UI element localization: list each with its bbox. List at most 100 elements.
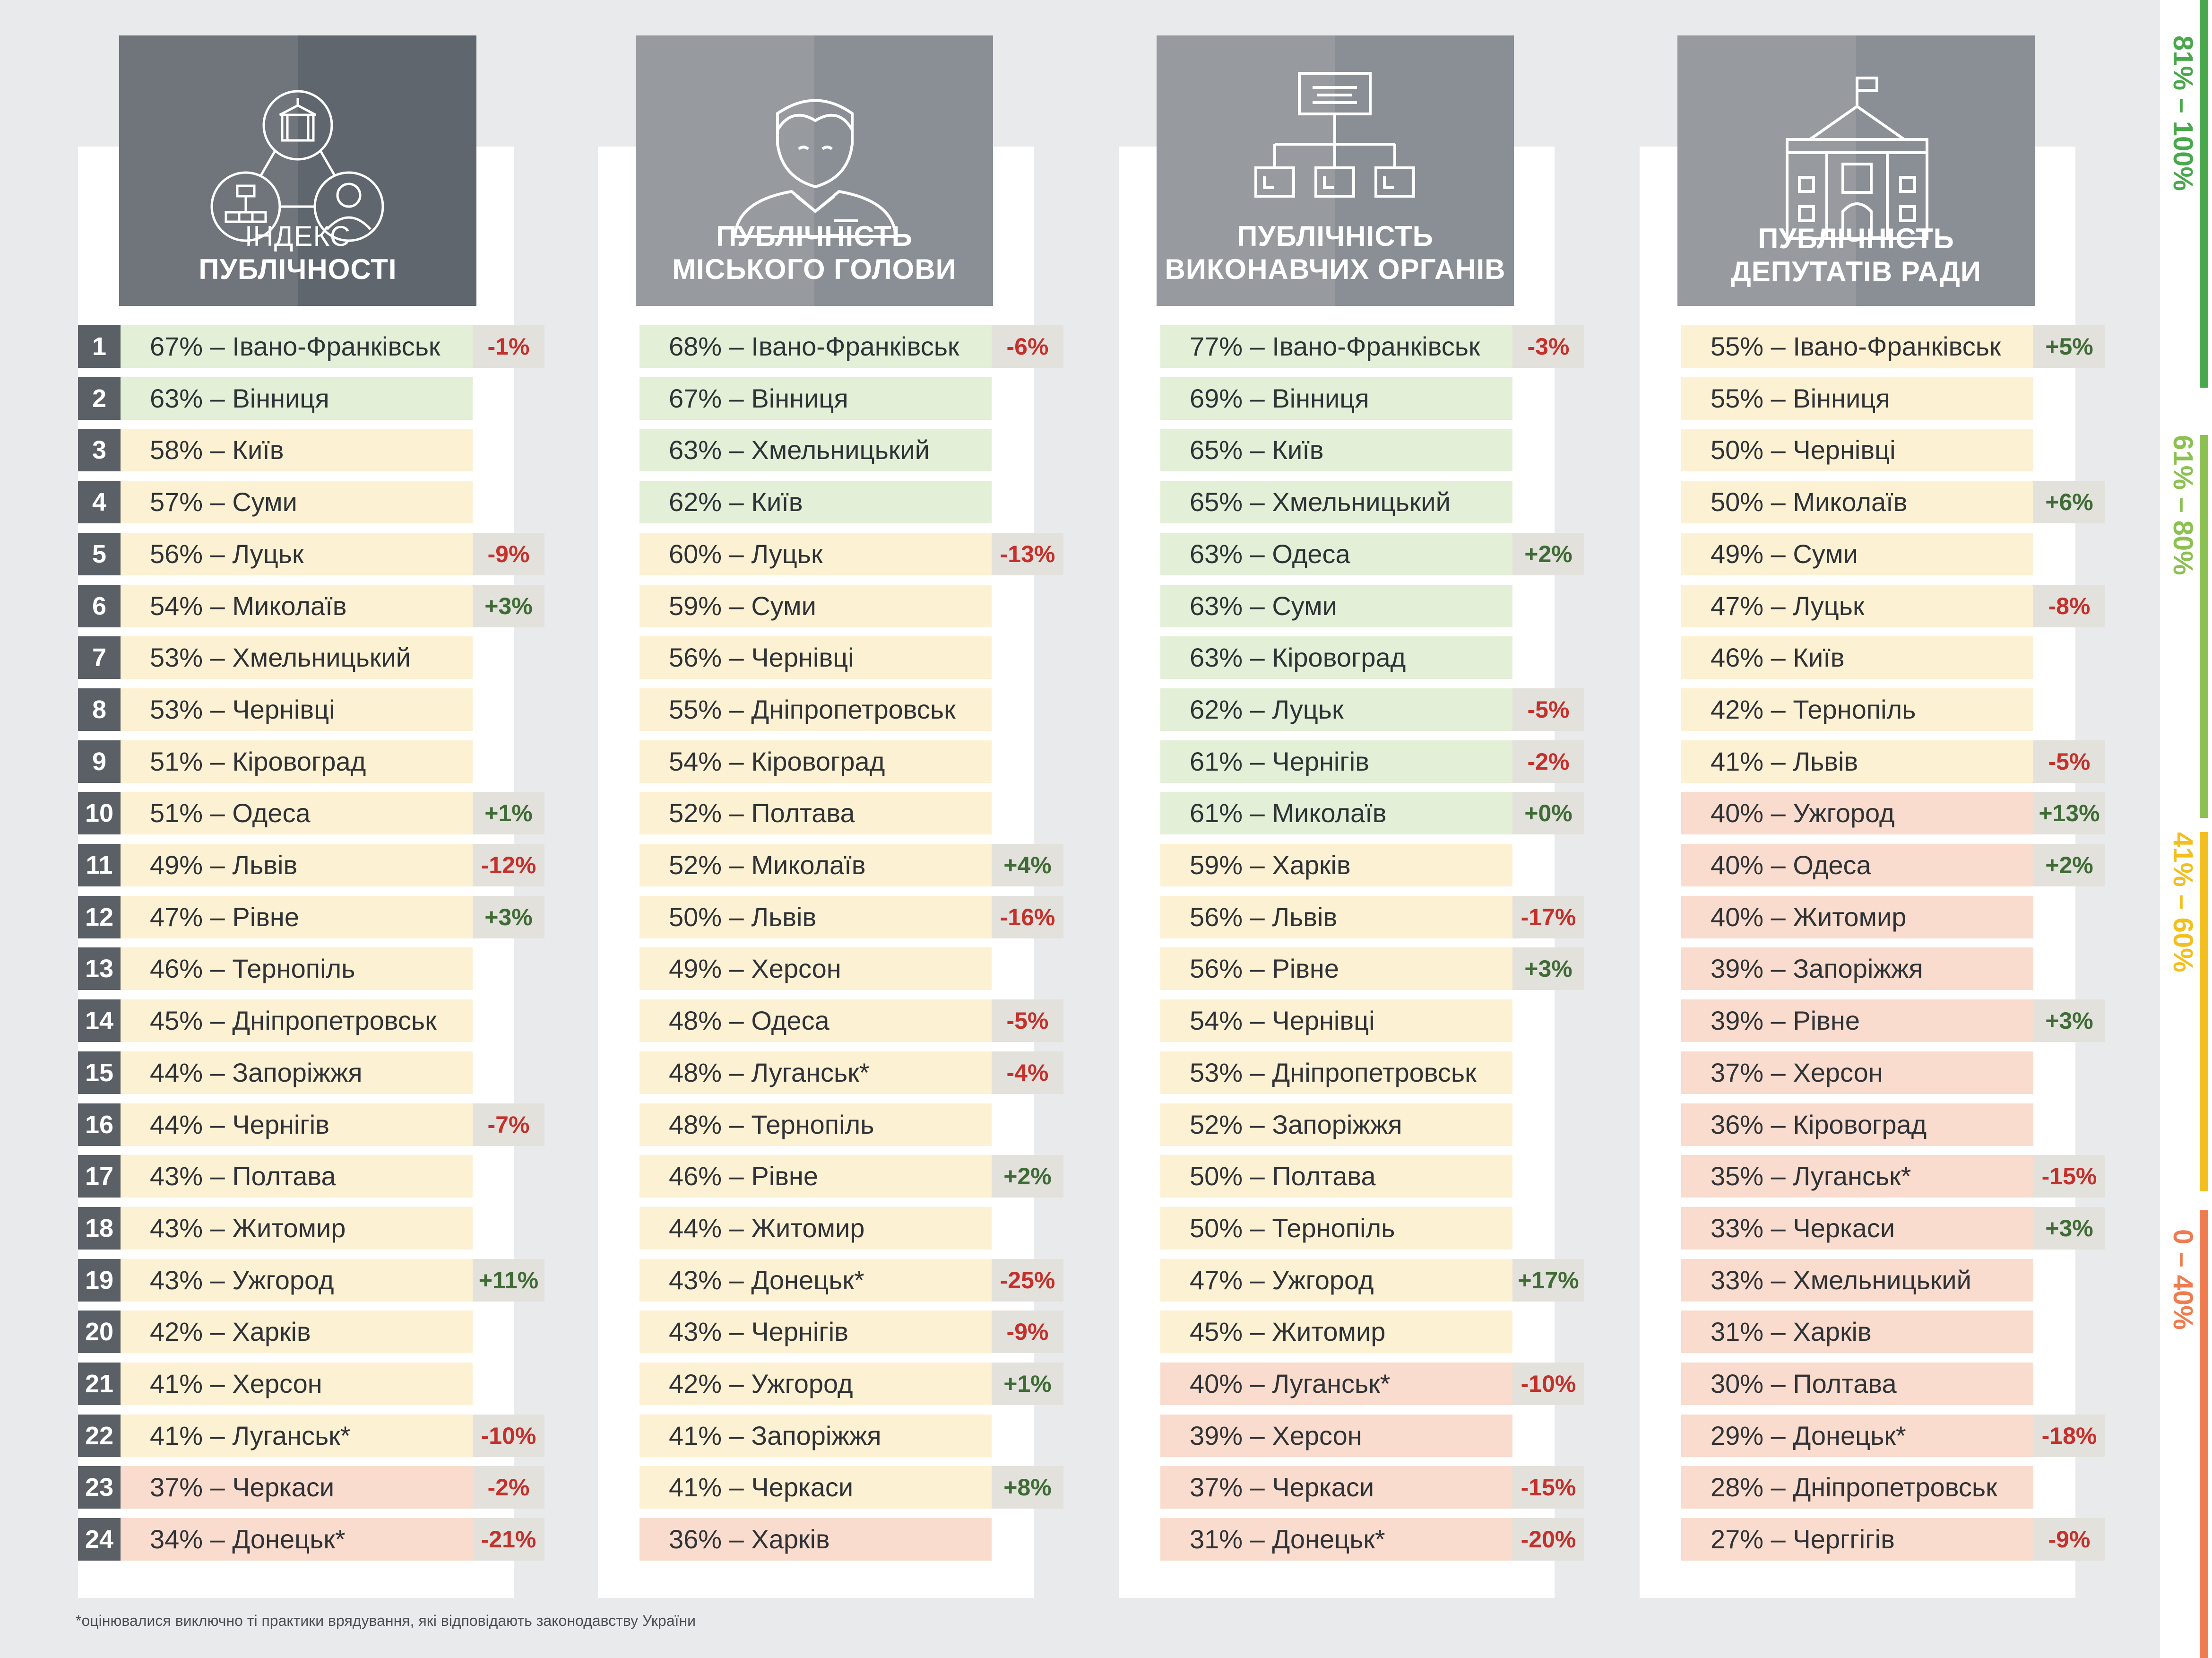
city-score: 63% – Одеса: [1160, 532, 1512, 575]
table-row: 6 54% – Миколаїв +3%: [78, 584, 546, 627]
city-score: 55% – Івано-Франківськ: [1681, 325, 2033, 368]
city-score: 40% – Ужгород: [1681, 792, 2033, 835]
table-row: 48% – Тернопіль: [639, 1103, 1107, 1146]
change-badge: -2%: [1512, 740, 1584, 783]
change-badge: -9%: [992, 1311, 1063, 1354]
table-row: 39% – Херсон: [1160, 1414, 1628, 1457]
column-header: ПУБЛІЧНІСТЬ ВИКОНАВЧИХ ОРГАНІВ: [1157, 35, 1514, 306]
city-score: 41% – Луганськ*: [121, 1414, 473, 1457]
city-score: 53% – Дніпропетровськ: [1160, 1051, 1512, 1094]
council-building-icon: [1786, 77, 1928, 240]
table-row: 18 43% – Житомир: [78, 1207, 546, 1250]
column-header: ПУБЛІЧНІСТЬ ДЕПУТАТІВ РАДИ: [1677, 35, 2035, 306]
org-chart-icon: [1254, 72, 1415, 198]
city-score: 52% – Полтава: [639, 792, 992, 835]
city-score: 49% – Херсон: [639, 947, 992, 990]
column-title-line2: ДЕПУТАТІВ РАДИ: [1731, 256, 1981, 287]
table-row: 30% – Полтава: [1681, 1363, 2149, 1405]
table-row: 68% – Івано-Франківськ -6%: [639, 325, 1107, 368]
table-row: 43% – Донецьк* -25%: [639, 1259, 1107, 1302]
table-row: 5 56% – Луцьк -9%: [78, 532, 546, 575]
city-score: 49% – Суми: [1681, 532, 2033, 575]
legend-bar: [2200, 435, 2208, 818]
city-score: 68% – Івано-Франківськ: [639, 325, 992, 368]
city-score: 28% – Дніпропетровськ: [1681, 1466, 2033, 1509]
city-score: 29% – Донецьк*: [1681, 1414, 2033, 1457]
table-row: 10 51% – Одеса +1%: [78, 792, 546, 835]
table-row: 63% – Кіровоград: [1160, 636, 1628, 679]
change-badge: +0%: [1512, 792, 1584, 835]
table-row: 63% – Одеса +2%: [1160, 532, 1628, 575]
table-row: 52% – Полтава: [639, 792, 1107, 835]
legend-label: 81% – 100%: [2168, 35, 2198, 191]
rank-number: 22: [78, 1414, 121, 1457]
city-score: 50% – Миколаїв: [1681, 481, 2033, 524]
change-badge: +3%: [2033, 1207, 2105, 1250]
city-score: 53% – Чернівці: [121, 688, 473, 731]
change-badge: -6%: [992, 325, 1063, 368]
table-row: 8 53% – Чернівці: [78, 688, 546, 731]
table-row: 42% – Тернопіль: [1681, 688, 2149, 731]
table-row: 16 44% – Чернігів -7%: [78, 1103, 546, 1146]
table-row: 4 57% – Суми: [78, 481, 546, 524]
change-badge: -16%: [992, 895, 1063, 938]
rank-number: 4: [78, 481, 121, 524]
table-row: 55% – Дніпропетровськ: [639, 688, 1107, 731]
city-score: 62% – Київ: [639, 481, 992, 524]
table-row: 12 47% – Рівне +3%: [78, 895, 546, 938]
rank-number: 17: [78, 1155, 121, 1198]
city-score: 27% – Черггігів: [1681, 1518, 2033, 1561]
city-score: 37% – Херсон: [1681, 1051, 2033, 1094]
table-row: 28% – Дніпропетровськ: [1681, 1466, 2149, 1509]
change-badge: +2%: [1512, 532, 1584, 575]
table-row: 52% – Запоріжжя: [1160, 1103, 1628, 1146]
change-badge: -13%: [992, 532, 1063, 575]
city-score: 59% – Суми: [639, 584, 992, 627]
table-row: 56% – Чернівці: [639, 636, 1107, 679]
change-badge: -12%: [473, 844, 544, 886]
table-row: 47% – Ужгород +17%: [1160, 1259, 1628, 1302]
change-badge: -21%: [473, 1518, 544, 1561]
table-row: 50% – Львів -16%: [639, 895, 1107, 938]
city-score: 50% – Тернопіль: [1160, 1207, 1512, 1250]
table-row: 61% – Миколаїв +0%: [1160, 792, 1628, 835]
city-score: 43% – Чернігів: [639, 1311, 992, 1354]
city-score: 40% – Одеса: [1681, 844, 2033, 886]
city-score: 36% – Харків: [639, 1518, 992, 1561]
table-row: 27% – Черггігів -9%: [1681, 1518, 2149, 1561]
table-row: 13 46% – Тернопіль: [78, 947, 546, 990]
table-row: 2 63% – Вінниця: [78, 377, 546, 420]
legend-label: 61% – 80%: [2168, 435, 2198, 575]
table-row: 19 43% – Ужгород +11%: [78, 1259, 546, 1302]
city-score: 31% – Донецьк*: [1160, 1518, 1512, 1561]
city-score: 46% – Київ: [1681, 636, 2033, 679]
table-row: 67% – Вінниця: [639, 377, 1107, 420]
city-score: 50% – Львів: [639, 895, 992, 938]
column-title-line2: ВИКОНАВЧИХ ОРГАНІВ: [1165, 253, 1506, 285]
city-score: 42% – Ужгород: [639, 1363, 992, 1405]
table-row: 54% – Кіровоград: [639, 740, 1107, 783]
table-row: 53% – Дніпропетровськ: [1160, 1051, 1628, 1094]
column-header: ПУБЛІЧНІСТЬ МІСЬКОГО ГОЛОВИ: [636, 35, 993, 306]
city-score: 43% – Житомир: [121, 1207, 473, 1250]
city-score: 51% – Кіровоград: [121, 740, 473, 783]
city-score: 45% – Житомир: [1160, 1311, 1512, 1354]
table-row: 65% – Хмельницький: [1160, 481, 1628, 524]
city-score: 54% – Кіровоград: [639, 740, 992, 783]
column-title-line2: ПУБЛІЧНОСТІ: [199, 253, 397, 285]
table-row: 48% – Луганськ* -4%: [639, 1051, 1107, 1094]
change-badge: +2%: [992, 1155, 1063, 1198]
change-badge: -8%: [2033, 584, 2105, 627]
rank-number: 10: [78, 792, 121, 835]
city-score: 31% – Харків: [1681, 1311, 2033, 1354]
rank-number: 3: [78, 429, 121, 472]
city-score: 37% – Черкаси: [121, 1466, 473, 1509]
table-row: 14 45% – Дніпропетровськ: [78, 999, 546, 1042]
table-row: 9 51% – Кіровоград: [78, 740, 546, 783]
change-badge: +8%: [992, 1466, 1063, 1509]
city-score: 33% – Хмельницький: [1681, 1259, 2033, 1302]
table-row: 11 49% – Львів -12%: [78, 844, 546, 886]
column-title: ПУБЛІЧНІСТЬ МІСЬКОГО ГОЛОВИ: [636, 220, 993, 286]
table-row: 49% – Херсон: [639, 947, 1107, 990]
table-row: 55% – Вінниця: [1681, 377, 2149, 420]
